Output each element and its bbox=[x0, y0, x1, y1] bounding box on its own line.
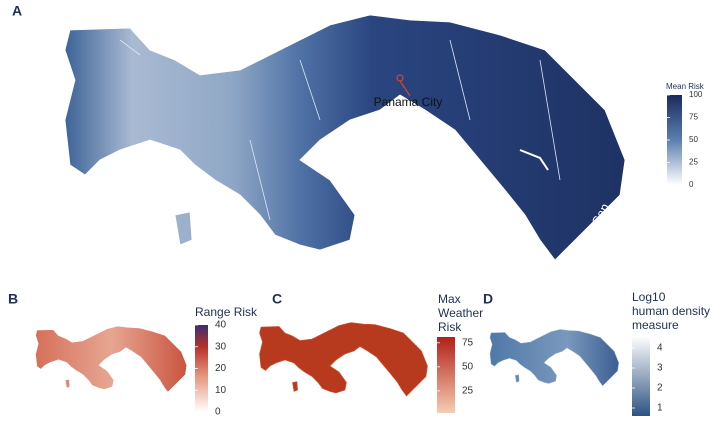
callout-line bbox=[399, 80, 411, 97]
panel-label: A bbox=[12, 3, 22, 19]
legend-title: Range Risk bbox=[195, 305, 258, 319]
colorbar-tick-label: 25 bbox=[689, 158, 698, 167]
legend-title: Risk bbox=[438, 320, 462, 334]
colorbar-tick-label: 4 bbox=[657, 343, 663, 354]
colorbar-tick-label: 40 bbox=[215, 320, 227, 331]
legend-title: Weather bbox=[438, 306, 483, 320]
colorbar-tick-label: 0 bbox=[215, 407, 221, 418]
colorbar-tick-label: 10 bbox=[215, 385, 227, 396]
colorbar bbox=[667, 95, 682, 185]
colorbar-tick-label: 75 bbox=[689, 113, 698, 122]
colorbar-tick-label: 20 bbox=[215, 363, 227, 374]
legend-title: Log10 bbox=[632, 290, 666, 304]
colorbar-tick-label: 50 bbox=[689, 135, 698, 144]
map-a bbox=[64, 14, 626, 261]
colorbar-tick-label: 30 bbox=[215, 341, 227, 352]
colorbar-tick-label: 0 bbox=[689, 180, 694, 189]
panel-label: D bbox=[483, 291, 493, 307]
legend-title: measure bbox=[632, 318, 679, 332]
colorbar-tick-label: 3 bbox=[657, 363, 663, 374]
legend-title: Mean Risk bbox=[666, 82, 705, 91]
colorbar bbox=[195, 325, 208, 412]
colorbar bbox=[437, 337, 455, 413]
colorbar-tick-label: 2 bbox=[657, 383, 663, 394]
map-b bbox=[35, 325, 188, 393]
colorbar-tick-label: 50 bbox=[462, 361, 474, 372]
annotation: Panama City bbox=[374, 95, 443, 109]
colorbar-tick-label: 25 bbox=[462, 386, 474, 397]
colorbar-tick-label: 75 bbox=[462, 337, 474, 348]
panel-label: B bbox=[8, 291, 18, 307]
colorbar bbox=[632, 336, 650, 416]
legend-title: Max bbox=[438, 292, 461, 306]
map-d bbox=[489, 329, 619, 387]
colorbar-tick-label: 1 bbox=[657, 403, 663, 414]
panel-label: C bbox=[272, 291, 282, 307]
map-c bbox=[259, 322, 428, 397]
legend-title: human density bbox=[632, 304, 710, 318]
colorbar-tick-label: 100 bbox=[689, 90, 703, 99]
